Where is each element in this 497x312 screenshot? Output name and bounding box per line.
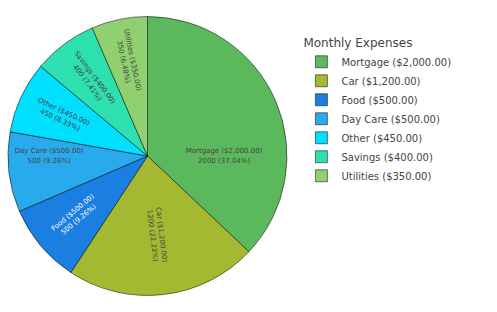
svg-text:Savings ($400.00): Savings ($400.00)	[341, 152, 433, 163]
svg-text:Day Care ($500.00)500 (9.26%): Day Care ($500.00)500 (9.26%)	[15, 147, 84, 164]
svg-text:Day Care ($500.00): Day Care ($500.00)	[341, 114, 440, 125]
svg-text:Mortgage ($2,000.00): Mortgage ($2,000.00)	[341, 57, 451, 68]
html-text:400 (7.41%): 400 (7.41%)	[71, 63, 104, 103]
html-text:Savings ($400.00): Savings ($400.00)	[72, 49, 117, 106]
svg-text:Monthly Expenses: Monthly Expenses	[303, 36, 412, 50]
svg-text:Car ($1,200.00)1200 (22.22%): Car ($1,200.00)1200 (22.22%)	[145, 207, 168, 264]
svg-text:Car ($1,200.00): Car ($1,200.00)	[341, 76, 420, 87]
svg-text:Other ($450.00): Other ($450.00)	[341, 133, 422, 144]
svg-text:Utilities ($350.00)350 (6.48%): Utilities ($350.00)350 (6.48%)	[113, 28, 143, 93]
svg-text:Utilities ($350.00): Utilities ($350.00)	[341, 171, 431, 182]
svg-text:Food ($500.00)500 (9.26%): Food ($500.00)500 (9.26%)	[50, 192, 102, 240]
svg-text:Mortgage ($2,000.00)2000 (37.0: Mortgage ($2,000.00)2000 (37.04%)	[186, 147, 263, 164]
svg-text:Food ($500.00): Food ($500.00)	[341, 95, 417, 106]
svg-text:Other ($450.00)450 (8.33%): Other ($450.00)450 (8.33%)	[33, 96, 92, 135]
